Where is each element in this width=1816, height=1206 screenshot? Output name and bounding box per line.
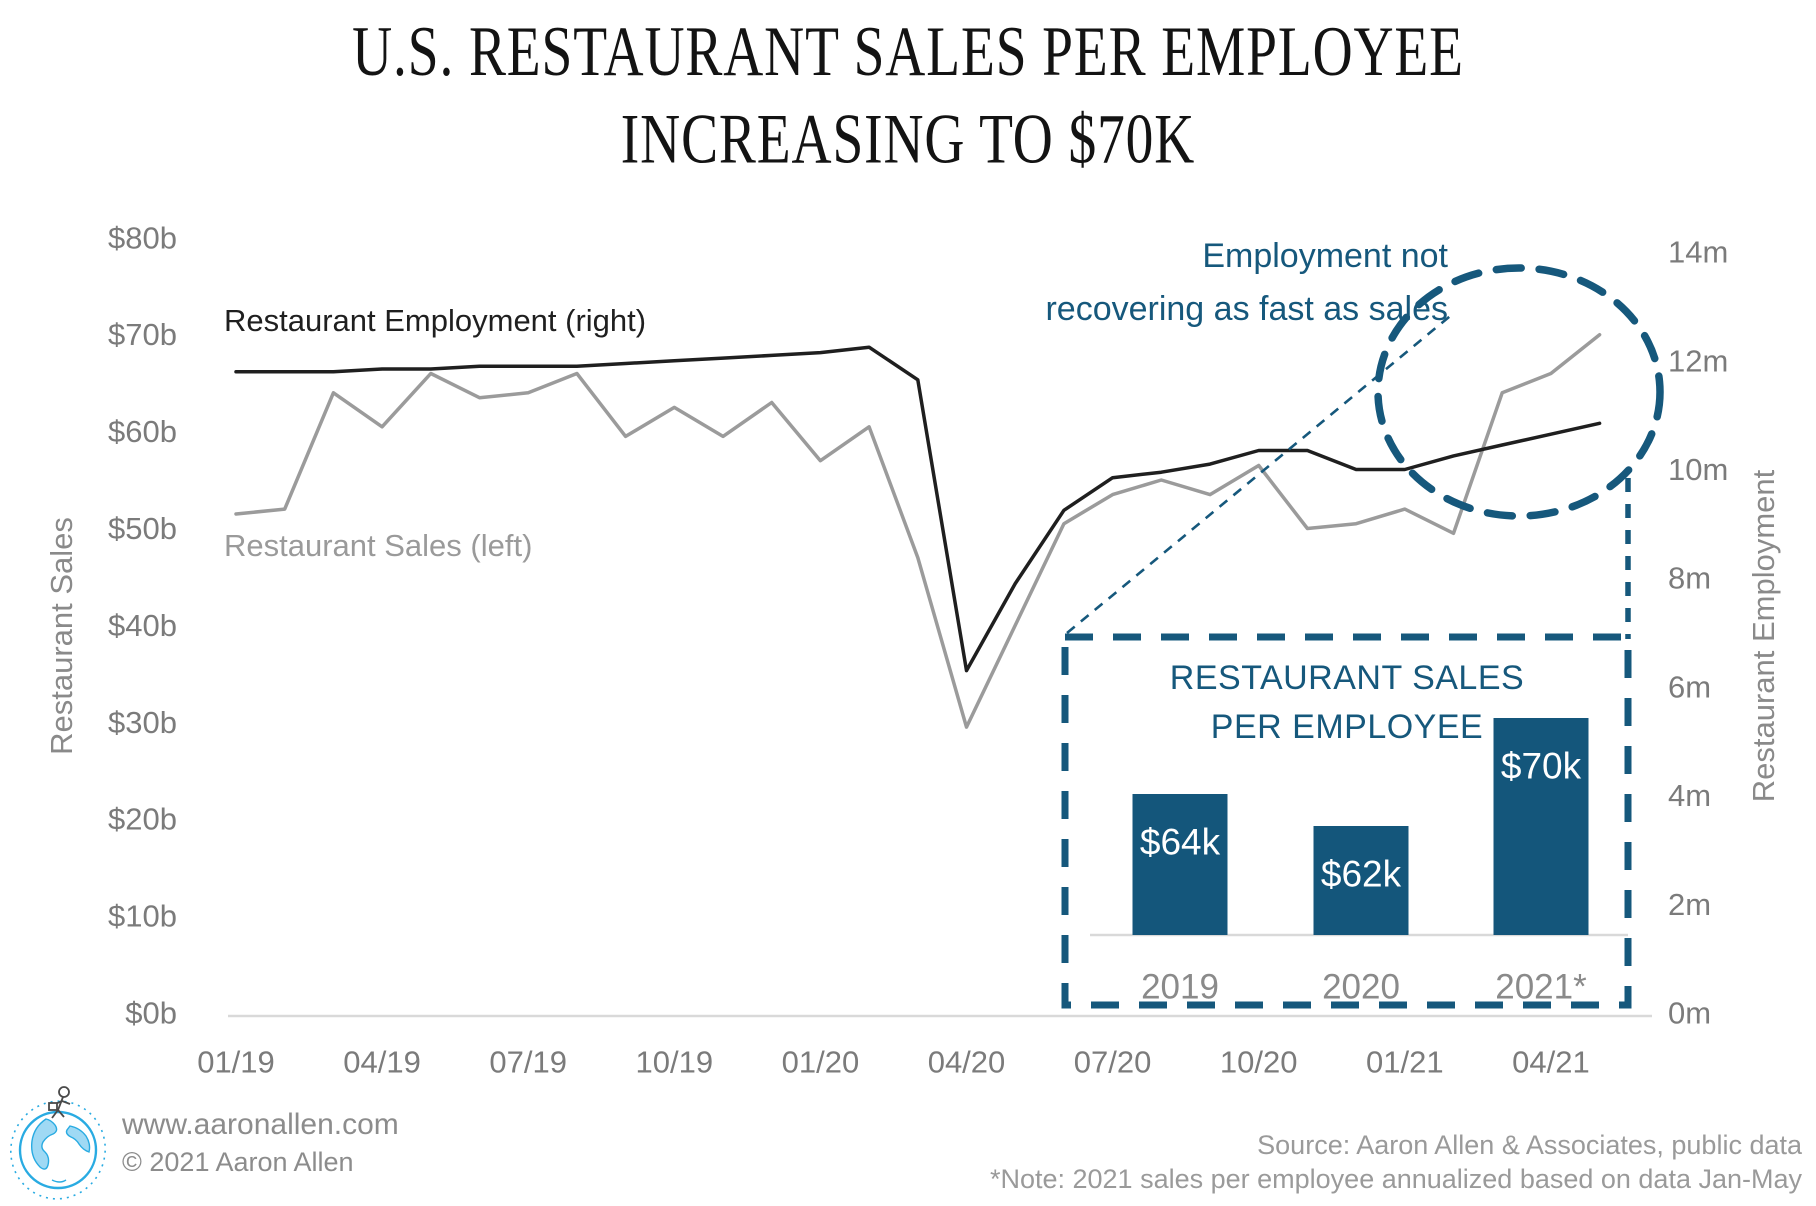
left-axis-tick-label: $70b (108, 317, 177, 352)
inset-bar-year-label: 2019 (1141, 968, 1219, 1007)
brand-logo (10, 1086, 106, 1200)
highlight-circle (1374, 264, 1664, 520)
inset-bar (1313, 826, 1409, 935)
footer-copyright: © 2021 Aaron Allen (122, 1147, 354, 1177)
inset-bar (1493, 718, 1589, 935)
employment-series-label: Restaurant Employment (right) (224, 303, 647, 338)
left-axis-tick-label: $10b (108, 899, 177, 934)
x-axis-tick-label: 07/20 (1074, 1045, 1152, 1080)
footer-source: Source: Aaron Allen & Associates, public… (1257, 1130, 1802, 1160)
x-axis-tick-label: 01/19 (197, 1045, 275, 1080)
x-axis-tick-label: 04/19 (343, 1045, 421, 1080)
right-axis-tick-label: 0m (1668, 996, 1711, 1031)
x-axis-tick-label: 10/20 (1220, 1045, 1298, 1080)
inset-chart-title-line2: PER EMPLOYEE (1210, 708, 1484, 746)
x-axis-tick-label: 07/19 (489, 1045, 567, 1080)
left-axis-tick-label: $50b (108, 511, 177, 546)
x-axis-tick-label: 04/20 (928, 1045, 1006, 1080)
left-axis-tick-label: $0b (125, 996, 177, 1031)
inset-bar-value-label: $62k (1321, 854, 1402, 895)
inset-chart-title: RESTAURANT SALES PER EMPLOYEE (1066, 654, 1628, 752)
right-axis-tick-label: 8m (1668, 561, 1711, 596)
logo-continent-east (65, 1125, 91, 1153)
logo-continent-south (51, 1179, 67, 1183)
inset-bar (1132, 794, 1228, 935)
callout-annotation-line2: recovering as fast as sales (1045, 290, 1448, 328)
logo-figure (48, 1086, 71, 1119)
left-axis-tick-label: $20b (108, 802, 177, 837)
callout-annotation: Employment not recovering as fast as sal… (1045, 230, 1448, 336)
sales-series-label: Restaurant Sales (left) (224, 528, 533, 563)
callout-annotation-line1: Employment not (1202, 237, 1448, 275)
left-axis-tick-label: $60b (108, 414, 177, 449)
right-axis-tick-label: 12m (1668, 343, 1728, 378)
page-title: U.S. RESTAURANT SALES PER EMPLOYEE INCRE… (109, 8, 1707, 183)
x-axis-tick-label: 01/21 (1366, 1045, 1444, 1080)
right-axis-tick-label: 14m (1668, 235, 1728, 270)
logo-continent-west (30, 1118, 58, 1170)
right-axis-tick-label: 6m (1668, 669, 1711, 704)
sales-line (234, 332, 1602, 729)
inset-bar-year-label: 2020 (1322, 968, 1400, 1007)
inset-bar-value-label: $70k (1501, 746, 1582, 787)
right-axis-tick-label: 10m (1668, 452, 1728, 487)
logo-orbit (10, 1100, 106, 1200)
x-axis-tick-label: 10/19 (636, 1045, 714, 1080)
right-axis-tick-label: 2m (1668, 887, 1711, 922)
page-title-line1: U.S. RESTAURANT SALES PER EMPLOYEE (352, 12, 1464, 91)
left-axis-tick-label: $30b (108, 705, 177, 740)
x-axis-tick-label: 01/20 (782, 1045, 860, 1080)
footer-website: www.aaronallen.com (122, 1108, 399, 1141)
inset-border (1061, 633, 1632, 1009)
left-axis-tick-label: $40b (108, 608, 177, 643)
callout-connector-line (1066, 310, 1456, 635)
page-title-line2: INCREASING TO $70K (620, 99, 1196, 179)
inset-bar-year-label: 2021* (1495, 968, 1587, 1007)
x-axis-tick-label: 04/21 (1512, 1045, 1590, 1080)
footer-note: *Note: 2021 sales per employee annualize… (989, 1164, 1802, 1194)
employment-line (234, 345, 1602, 673)
left-axis-title: Restaurant Sales (44, 517, 79, 755)
inset-bar-value-label: $64k (1140, 822, 1221, 863)
right-axis-title: Restaurant Employment (1746, 469, 1781, 803)
right-axis-tick-label: 4m (1668, 778, 1711, 813)
left-axis-tick-label: $80b (108, 220, 177, 255)
inset-chart-title-line1: RESTAURANT SALES (1169, 659, 1525, 697)
